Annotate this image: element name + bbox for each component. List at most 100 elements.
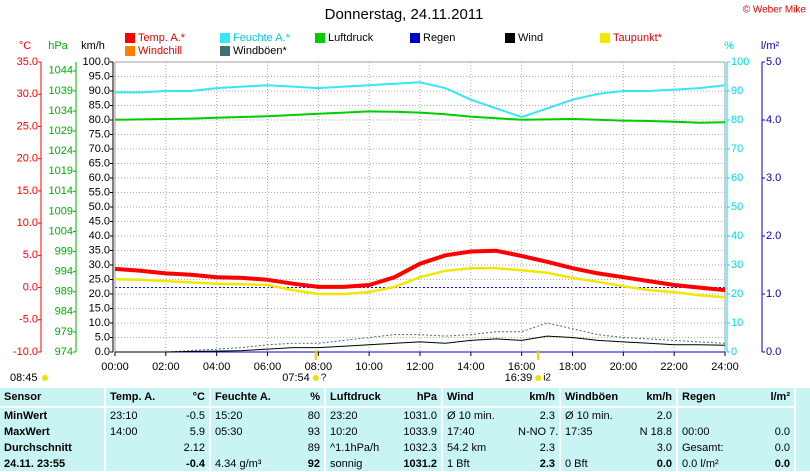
legend-swatch bbox=[220, 46, 230, 56]
axis-title: hPa bbox=[48, 40, 68, 52]
series-line bbox=[115, 322, 726, 353]
axis-title: % bbox=[724, 40, 734, 52]
table-cell: 1031.2 bbox=[397, 456, 443, 472]
sun-time: 07:54 bbox=[282, 372, 310, 384]
table-cell: 14:00 bbox=[110, 426, 138, 438]
x-tick-label: 02:00 bbox=[152, 361, 180, 373]
x-tick-label: 06:00 bbox=[254, 361, 282, 373]
table-cell: Ø 10 min. bbox=[565, 410, 613, 422]
table-cell: 23:10 bbox=[110, 410, 138, 422]
series-line bbox=[114, 110, 726, 124]
table-cell: 93 bbox=[280, 424, 326, 440]
table-cell: 2.3 bbox=[514, 440, 561, 456]
series-line bbox=[115, 81, 726, 119]
table-cell: 10:20 bbox=[330, 426, 358, 438]
table-cell: 0.0 bbox=[749, 456, 796, 472]
y-tick-label: 35.0 bbox=[17, 56, 38, 68]
y-tick-label: 20.0 bbox=[17, 153, 38, 165]
y-tick-label: 3.0 bbox=[766, 172, 781, 184]
y-tick-label: 75.0 bbox=[89, 128, 110, 140]
table-cell: Durchschnitt bbox=[0, 440, 106, 456]
table-cell: 54.2 km bbox=[447, 442, 487, 454]
y-tick-label: 979 bbox=[55, 326, 73, 338]
table-cell: Feuchte A. bbox=[210, 388, 280, 408]
y-tick-label: 1034 bbox=[49, 105, 73, 117]
table-cell: Temp. A. bbox=[105, 388, 175, 408]
legend-label: Regen bbox=[423, 32, 455, 44]
y-tick-label: 0.0 bbox=[95, 346, 110, 358]
sun-icon bbox=[535, 375, 542, 381]
y-tick-label: 20 bbox=[731, 288, 743, 300]
table-cell: -0.5 bbox=[175, 407, 211, 424]
y-tick-label: 30.0 bbox=[17, 88, 38, 100]
table-cell: 2.3 bbox=[514, 407, 561, 424]
table-cell bbox=[560, 440, 630, 456]
x-tick-label: 08:00 bbox=[305, 361, 333, 373]
axis-title: km/h bbox=[81, 40, 105, 52]
table-row: 24.11. 23:55 -0.4 4.34 g/m³ 92 sonnig 1031.2 1… bbox=[0, 456, 796, 472]
y-tick-label: 15.0 bbox=[17, 185, 38, 197]
y-tick-label: 70.0 bbox=[89, 143, 110, 155]
table-cell: 80 bbox=[280, 407, 326, 424]
table-cell: 2.12 bbox=[175, 440, 211, 456]
x-tick-label: 18:00 bbox=[559, 361, 587, 373]
y-tick-label: 974 bbox=[55, 346, 73, 358]
chart: Donnerstag, 24.11.2011 © Weber Mike °C -1… bbox=[10, 5, 807, 384]
y-tick-label: 10.0 bbox=[17, 217, 38, 229]
y-tick-label: 1009 bbox=[49, 205, 73, 217]
y-tick-label: 5.0 bbox=[23, 249, 38, 261]
table-cell: hPa bbox=[397, 388, 443, 408]
y-tick-label: -10.0 bbox=[13, 346, 38, 358]
legend-label: Taupunkt* bbox=[613, 32, 663, 44]
y-tick-label: 50.0 bbox=[89, 201, 110, 213]
y-tick-label: 1019 bbox=[49, 165, 73, 177]
table-cell: MaxWert bbox=[0, 424, 106, 440]
y-tick-label: 35.0 bbox=[89, 244, 110, 256]
y-tick-label: 40.0 bbox=[89, 230, 110, 242]
y-tick-label: 2.0 bbox=[766, 230, 781, 242]
y-tick-label: 90 bbox=[731, 85, 743, 97]
y-tick-label: 30.0 bbox=[89, 259, 110, 271]
table-cell: Ø 10 min. bbox=[447, 410, 495, 422]
x-tick-label: 14:00 bbox=[457, 361, 485, 373]
table-cell: km/h bbox=[514, 388, 561, 408]
table-cell: 0.0 l/m² bbox=[682, 458, 719, 470]
table-cell: sonnig bbox=[330, 458, 363, 470]
legend-label: Windböen* bbox=[233, 45, 288, 57]
table-cell: 0.0 bbox=[630, 456, 678, 472]
sun-note: ? bbox=[321, 373, 327, 384]
table-cell: 5.9 bbox=[175, 424, 211, 440]
axis-title: l/m² bbox=[761, 40, 780, 52]
table-cell: MinWert bbox=[0, 407, 106, 424]
x-tick-label: 24:00 bbox=[711, 361, 739, 373]
y-tick-label: 0.0 bbox=[23, 281, 38, 293]
y-tick-label: 95.0 bbox=[89, 70, 110, 82]
table-cell: N-NO 7.7 bbox=[514, 424, 561, 440]
table-cell: 00:00 bbox=[682, 426, 710, 438]
series-line bbox=[114, 248, 726, 293]
y-tick-label: 10.0 bbox=[89, 317, 110, 329]
legend-swatch bbox=[125, 33, 135, 43]
table-cell: 17:35 bbox=[565, 426, 593, 438]
y-tick-label: 40 bbox=[731, 230, 743, 242]
table-cell: 05:30 bbox=[215, 426, 243, 438]
copyright: © Weber Mike bbox=[743, 5, 807, 16]
y-tick-label: 1024 bbox=[49, 145, 73, 157]
x-tick-label: 00:00 bbox=[101, 361, 129, 373]
table-cell: 17:40 bbox=[447, 426, 475, 438]
table-cell: 0 Bft bbox=[565, 458, 588, 470]
table-cell: °C bbox=[175, 388, 211, 408]
table-cell: 15:20 bbox=[215, 410, 243, 422]
moon-time: 08:45 bbox=[10, 372, 38, 384]
y-tick-label: 20.0 bbox=[89, 288, 110, 300]
table: Sensor Temp. A. °C Feuchte A.% Luftdruck hPa W… bbox=[0, 388, 796, 472]
legend-label: Temp. A.* bbox=[138, 32, 186, 44]
y-tick-label: 80.0 bbox=[89, 114, 110, 126]
table-cell: Luftdruck bbox=[325, 388, 397, 408]
y-tick-label: 994 bbox=[55, 266, 73, 278]
legend-swatch bbox=[600, 33, 610, 43]
y-tick-label: 65.0 bbox=[89, 157, 110, 169]
table-cell: Gesamt: bbox=[682, 442, 724, 454]
legend-label: Luftdruck bbox=[328, 32, 374, 44]
